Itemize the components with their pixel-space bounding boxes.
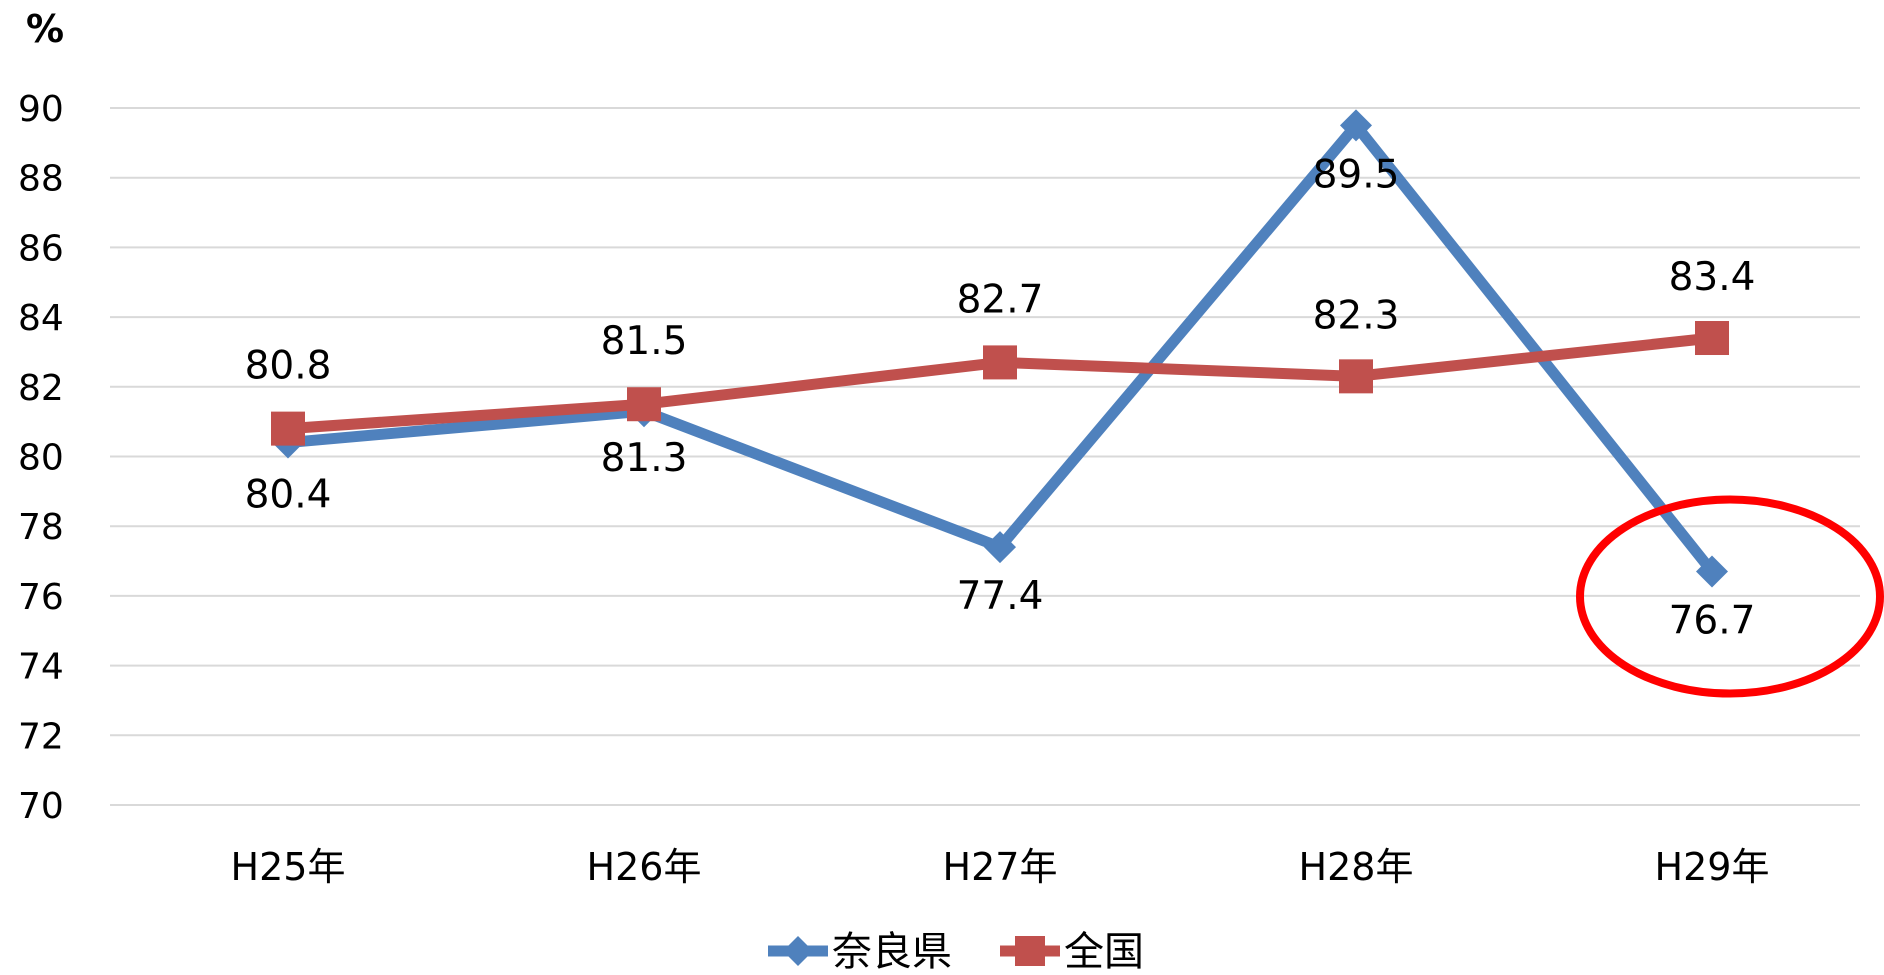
y-tick-label: 74 (18, 647, 64, 688)
x-tick-label: H26年 (587, 845, 702, 889)
y-tick-label: 72 (18, 716, 64, 757)
y-tick-label: 90 (18, 89, 64, 130)
data-point-marker (271, 411, 305, 446)
y-tick-label: 84 (18, 298, 64, 339)
y-axis-ticks: 70 72 74 76 78 80 82 84 86 88 90 (18, 89, 64, 827)
legend[interactable]: 奈良県 全国 (768, 929, 1144, 975)
highlight-ellipse (1576, 495, 1884, 698)
legend-item[interactable]: 奈良県 (768, 929, 952, 975)
data-label: 89.5 (1313, 152, 1400, 197)
data-label: 82.3 (1313, 293, 1400, 338)
annotations (1576, 495, 1884, 698)
x-tick-label: H27年 (943, 845, 1058, 889)
data-label: 80.8 (245, 344, 332, 389)
data-label: 81.5 (601, 319, 688, 364)
legend-label: 奈良県 (832, 929, 952, 971)
x-tick-label: H29年 (1655, 845, 1770, 889)
data-label: 80.4 (245, 473, 332, 518)
legend-marker (1015, 936, 1045, 966)
y-tick-label: 80 (18, 438, 64, 479)
data-label: 82.7 (957, 277, 1044, 322)
data-label: 83.4 (1669, 255, 1756, 300)
y-tick-label: 82 (18, 368, 64, 409)
data-point-marker (984, 531, 1016, 564)
data-label: 81.3 (601, 436, 688, 481)
data-labels: 80.4 81.3 77.4 89.5 76.7 80.8 81.5 82.7 82.3 83.4 (245, 152, 1756, 643)
data-point-marker (1340, 109, 1372, 142)
legend-label: 全国 (1064, 929, 1144, 971)
x-axis-ticks: H25年 H26年 H27年 H28年 H29年 (231, 845, 1770, 889)
legend-item[interactable]: 全国 (1000, 929, 1144, 975)
data-point-marker (1695, 321, 1729, 356)
gridlines (110, 107, 1860, 806)
data-point-marker (1696, 555, 1728, 588)
data-label: 77.4 (957, 574, 1044, 619)
x-tick-label: H25年 (231, 845, 346, 889)
y-axis-unit: % (26, 7, 64, 51)
x-tick-label: H28年 (1299, 845, 1414, 889)
y-tick-label: 76 (18, 577, 64, 618)
y-tick-label: 78 (18, 507, 64, 548)
y-tick-label: 86 (18, 228, 64, 269)
y-tick-label: 70 (18, 786, 64, 827)
legend-marker (783, 936, 813, 966)
data-label: 76.7 (1669, 599, 1756, 644)
data-point-marker (1339, 359, 1373, 394)
data-point-marker (983, 345, 1017, 380)
data-point-marker (627, 387, 661, 422)
series-lines (271, 109, 1729, 588)
y-tick-label: 88 (18, 159, 64, 200)
